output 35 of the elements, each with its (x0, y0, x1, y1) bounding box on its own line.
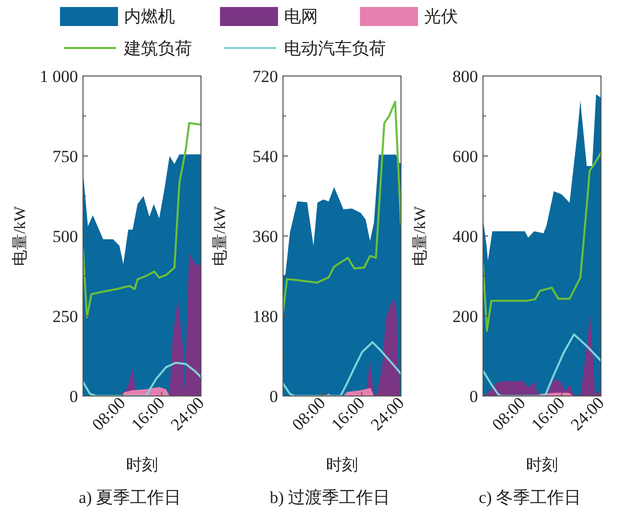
y-tick-label: 400 (452, 227, 478, 246)
y-tick-label: 500 (52, 227, 78, 246)
x-axis-title: 时刻 (126, 456, 158, 474)
y-axis-title: 电量/kW (411, 205, 429, 266)
legend-label: 电网 (284, 7, 318, 26)
y-tick-label: 180 (252, 307, 278, 326)
text: c) 冬季工作日 (478, 488, 582, 507)
x-axis-title: 时刻 (526, 456, 558, 474)
y-tick-label: 200 (452, 307, 478, 326)
y-tick-label: 540 (252, 147, 278, 166)
y-tick-label: 600 (452, 147, 478, 166)
y-tick-label: 0 (70, 387, 78, 406)
text: b) 过渡季工作日 (270, 488, 390, 507)
x-axis-title: 时刻 (326, 456, 358, 474)
y-tick-label: 0 (270, 387, 278, 406)
y-tick-label: 0 (470, 387, 478, 406)
line-series (283, 100, 401, 314)
y-tick-label: 360 (252, 227, 278, 246)
line-series (283, 341, 401, 396)
y-tick-label: 800 (452, 67, 478, 86)
legend-label: 光伏 (424, 7, 458, 26)
legend-label: 电动汽车负荷 (284, 39, 386, 58)
line-series (83, 362, 201, 396)
y-axis-title: 电量/kW (211, 205, 229, 266)
y-tick-label: 250 (52, 307, 78, 326)
y-tick-label: 750 (52, 147, 78, 166)
line-series (83, 122, 201, 318)
legend-label: 建筑负荷 (123, 39, 192, 58)
legend-label: 内燃机 (124, 7, 175, 26)
y-axis-title: 电量/kW (11, 205, 29, 266)
line-series (483, 152, 601, 332)
text: a) 夏季工作日 (78, 488, 182, 507)
line-series (483, 333, 601, 396)
y-tick-label: 720 (252, 67, 278, 86)
y-tick-label: 1 000 (40, 67, 78, 86)
